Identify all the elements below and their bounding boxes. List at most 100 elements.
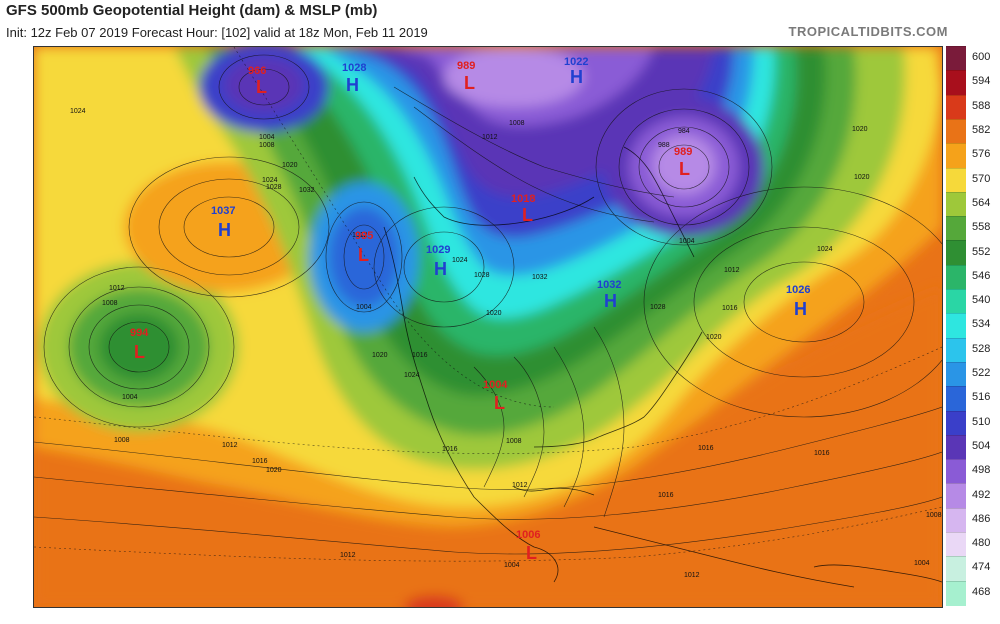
source-watermark: TROPICALTIDBITS.COM [788, 24, 948, 39]
colorbar-label: 486 [972, 512, 991, 525]
isobar-label: 1020 [706, 334, 722, 341]
colorbar-label: 516 [972, 391, 991, 404]
colorbar-label: 588 [972, 99, 991, 112]
isobar-label: 1004 [504, 562, 520, 569]
colorbar-label: 468 [972, 585, 991, 598]
isobar-label: 1020 [852, 126, 868, 133]
isobar-label: 1028 [474, 272, 490, 279]
pressure-center-symbol: L [134, 342, 145, 362]
colorbar-swatch [946, 410, 966, 436]
isobar-label: 1008 [509, 120, 525, 127]
pressure-center-value: 989 [674, 146, 692, 158]
isobar-label: 1012 [109, 285, 125, 292]
pressure-center-symbol: H [570, 67, 583, 87]
colorbar-swatch [946, 70, 966, 96]
pressure-center-value: 1022 [564, 56, 588, 68]
pressure-center-value: 994 [130, 327, 149, 339]
colorbar-swatch [946, 289, 966, 315]
isobar-label: 1012 [684, 572, 700, 579]
pressure-center-symbol: H [434, 259, 447, 279]
pressure-center-symbol: L [522, 205, 533, 225]
pressure-center-value: 1037 [211, 205, 235, 217]
isobar-label: 1004 [122, 394, 138, 401]
geopotential-height-field: 1024 1024 1028 1032 1020 1012 1008 1004 … [34, 47, 942, 607]
colorbar-label: 600 [972, 51, 991, 64]
colorbar-swatch [946, 532, 966, 558]
colorbar-label: 474 [972, 561, 991, 574]
isobar-label: 1024 [404, 372, 420, 379]
isobar-label: 1008 [926, 512, 942, 519]
isobar-label: 1016 [698, 445, 714, 452]
isobar-label: 1028 [266, 184, 282, 191]
colorbar-label: 540 [972, 294, 991, 307]
isobar-label: 1004 [914, 560, 930, 567]
pressure-center-value: 1006 [516, 529, 540, 541]
pressure-center-symbol: L [464, 73, 475, 93]
isobar-label: 1016 [442, 446, 458, 453]
isobar-label: 1012 [512, 482, 528, 489]
isobar-label: 1004 [356, 304, 372, 311]
isobar-label: 1024 [70, 108, 86, 115]
isobar-label: 1016 [252, 458, 268, 465]
colorbar-label: 492 [972, 488, 991, 501]
colorbar-swatch [946, 143, 966, 169]
pressure-center-value: 1026 [786, 284, 810, 296]
pressure-center-symbol: L [526, 543, 537, 563]
isobar-label: 1012 [724, 267, 740, 274]
colorbar-label: 564 [972, 196, 991, 209]
colorbar-swatch [946, 264, 966, 290]
colorbar-label: 570 [972, 172, 991, 185]
colorbar-label: 558 [972, 221, 991, 234]
isobar-label: 1020 [282, 162, 298, 169]
isobar-label: 1008 [259, 142, 275, 149]
isobar-label: 1032 [532, 274, 548, 281]
pressure-center-value: 1004 [483, 379, 508, 391]
colorbar-swatch [946, 216, 966, 242]
map-title: GFS 500mb Geopotential Height (dam) & MS… [6, 2, 378, 19]
isobar-label: 1016 [412, 352, 428, 359]
pressure-center-value: 1029 [426, 244, 450, 256]
pressure-center-value: 989 [457, 60, 475, 72]
isobar-label: 1012 [222, 442, 238, 449]
isobar-label: 1016 [814, 450, 830, 457]
colorbar-swatch [946, 483, 966, 509]
colorbar-label: 582 [972, 124, 991, 137]
pressure-center-value: 995 [355, 230, 373, 242]
isobar-label: 1020 [486, 310, 502, 317]
colorbar-swatch [946, 191, 966, 218]
isobar-label: 1004 [679, 238, 695, 245]
colorbar-label: 510 [972, 415, 991, 428]
isobar-label: 1016 [658, 492, 674, 499]
isobar-label: 1024 [452, 257, 468, 264]
colorbar-swatch [946, 118, 966, 145]
colorbar-label: 594 [972, 75, 991, 88]
pressure-center-value: 1032 [597, 279, 621, 291]
isobar-label: 1020 [372, 352, 388, 359]
colorbar-label: 546 [972, 269, 991, 282]
colorbar-label: 552 [972, 245, 991, 258]
isobar-label: 1012 [340, 552, 356, 559]
map-subtitle: Init: 12z Feb 07 2019 Forecast Hour: [10… [6, 25, 428, 40]
pressure-center-symbol: H [346, 75, 359, 95]
colorbar-swatch [946, 313, 966, 339]
weather-map: 1024 1024 1028 1032 1020 1012 1008 1004 … [33, 46, 943, 608]
colorbar-label: 504 [972, 439, 991, 452]
isobar-label: 1028 [650, 304, 666, 311]
colorbar-swatch [946, 580, 966, 606]
colorbar-label: 498 [972, 464, 991, 477]
colorbar-swatch [946, 361, 966, 388]
pressure-center-symbol: L [256, 77, 267, 97]
isobar-label: 984 [678, 128, 690, 135]
isobar-label: 1008 [506, 438, 522, 445]
pressure-center-symbol: H [604, 291, 617, 311]
pressure-center-value: 1018 [511, 193, 535, 205]
isobar-label: 1012 [352, 232, 368, 239]
pressure-center-symbol: L [679, 159, 690, 179]
colorbar-label: 576 [972, 148, 991, 161]
colorbar-swatch [946, 507, 966, 533]
pressure-center-symbol: L [494, 393, 505, 413]
colorbar-swatch [946, 459, 966, 485]
pressure-center-value: 966 [248, 65, 266, 77]
colorbar-swatch [946, 556, 966, 582]
isobar-label: 988 [658, 142, 670, 149]
